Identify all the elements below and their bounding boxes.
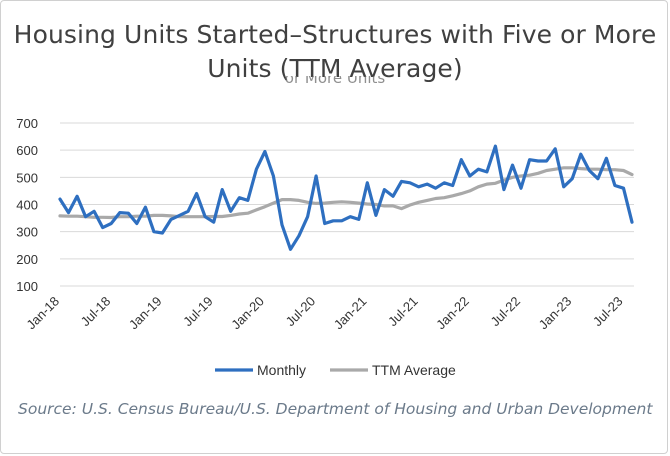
legend: Monthly TTM Average (215, 362, 456, 378)
y-tick-label: 600 (16, 143, 38, 158)
series-line-monthly (58, 144, 634, 251)
x-tick-label: Jul-21 (385, 294, 421, 330)
x-tick-label: Jan-23 (536, 294, 575, 333)
x-tick-label: Jul-22 (487, 294, 523, 330)
chart-subtitle-ghost: or More Units (284, 76, 386, 87)
x-tick-label: Jan-20 (228, 294, 267, 333)
y-tick-label: 300 (16, 225, 38, 240)
x-tick-label: Jul-20 (283, 294, 319, 330)
source-note: Source: U.S. Census Bureau/U.S. Departme… (18, 400, 653, 418)
x-tick-label: Jul-19 (180, 294, 216, 330)
legend-label: TTM Average (372, 362, 456, 378)
x-tick-label: Jul-18 (78, 294, 114, 330)
chart-title: Housing Units Started–Structures with Fi… (13, 20, 657, 83)
series-lines (58, 144, 634, 251)
y-tick-label: 100 (16, 279, 38, 294)
y-tick-label: 400 (16, 198, 38, 213)
y-tick-label: 500 (16, 170, 38, 185)
x-tick-label: Jan-18 (23, 294, 62, 333)
y-tick-label: 200 (16, 252, 38, 267)
series-line-ttm-average (58, 166, 634, 220)
x-tick-label: Jan-21 (331, 294, 370, 333)
legend-label: Monthly (257, 362, 306, 378)
x-tick-label: Jul-23 (590, 294, 626, 330)
x-tick-label: Jan-22 (433, 294, 472, 333)
x-axis-ticks: Jan-18 Jul-18 Jan-19 Jul-19 Jan-20 Jul-20 Jan-… (23, 294, 625, 333)
gridlines (60, 122, 634, 287)
x-tick-label: Jan-19 (126, 294, 165, 333)
y-tick-label: 700 (16, 116, 38, 131)
y-axis-ticks: 100 200 300 400 500 600 700 (16, 116, 38, 294)
